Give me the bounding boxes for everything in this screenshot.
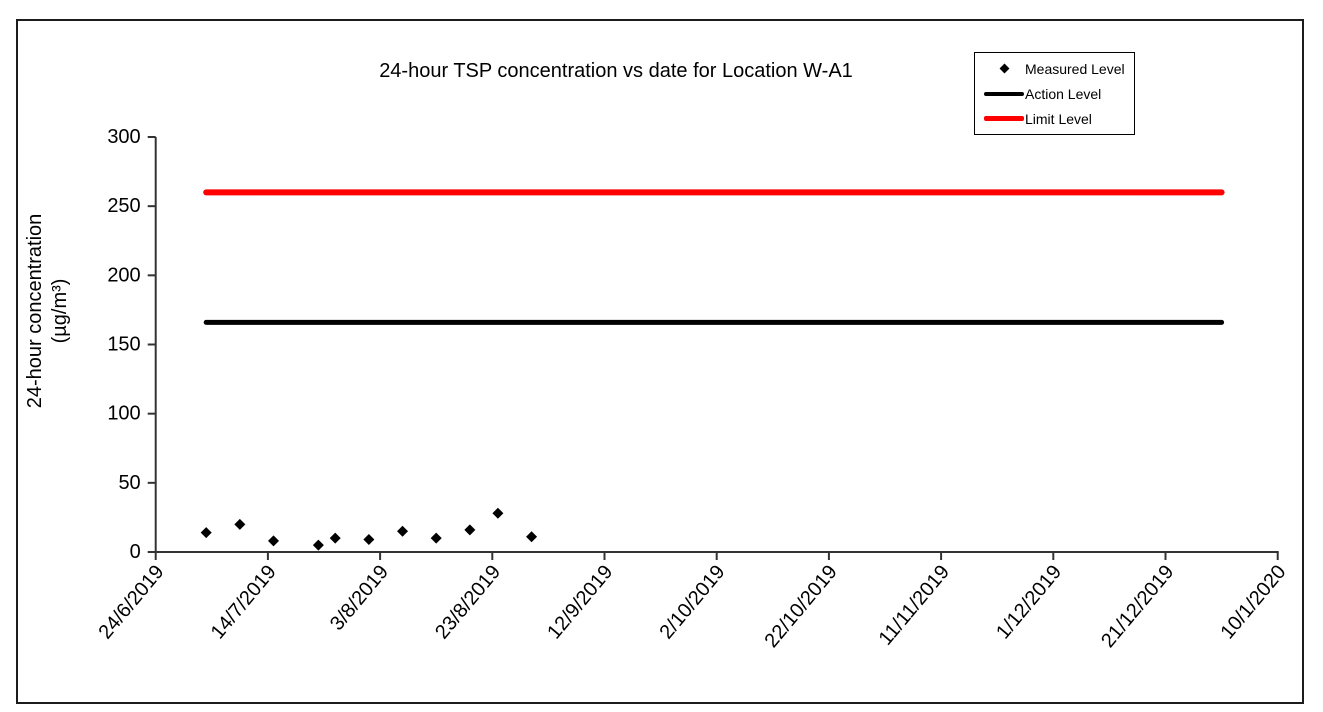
y-axis-title-line2: (µg/m³) <box>49 278 71 344</box>
measured-level-point <box>464 524 476 536</box>
measured-level-point <box>234 518 246 530</box>
x-axis-tick-label: 1/12/2019 <box>992 561 1066 643</box>
x-axis-tick-label: 11/11/2019 <box>875 561 954 650</box>
measured-level-point <box>492 507 504 519</box>
diamond-marker-icon <box>999 63 1009 74</box>
measured-level-point <box>268 535 280 547</box>
legend-label-action-level: Action Level <box>1025 85 1102 102</box>
x-axis-tick-label: 14/7/2019 <box>207 561 281 643</box>
y-axis-title: 24-hour concentration (µg/m³) <box>23 181 73 441</box>
x-axis-tick-label: 2/10/2019 <box>655 561 729 643</box>
x-axis-tick-label: 23/8/2019 <box>431 561 505 643</box>
x-axis-tick-label: 21/12/2019 <box>1097 561 1178 652</box>
measured-level-point <box>312 539 324 551</box>
measured-level-point <box>200 527 212 539</box>
y-axis-tick-label: 200 <box>107 264 140 286</box>
legend-item-limit-level: Limit Level <box>984 106 1134 131</box>
x-axis-tick-label: 22/10/2019 <box>761 561 842 652</box>
measured-level-point <box>430 532 442 544</box>
x-axis-tick-label: 24/6/2019 <box>94 561 168 643</box>
legend-item-action-level: Action Level <box>984 81 1134 106</box>
y-axis-tick-label: 150 <box>107 334 140 356</box>
action-level-line-icon <box>984 91 1024 96</box>
y-axis-tick-label: 250 <box>107 195 140 217</box>
y-axis-tick-label: 50 <box>118 472 140 494</box>
measured-level-point <box>363 534 375 546</box>
measured-level-point <box>329 532 341 544</box>
limit-level-line-icon <box>984 116 1024 121</box>
x-axis-tick-label: 12/9/2019 <box>543 561 617 643</box>
legend-marker-cell <box>984 91 1024 96</box>
y-axis-title-line1: 24-hour concentration <box>24 213 46 409</box>
x-axis-tick-label: 3/8/2019 <box>326 561 393 635</box>
legend-item-measured-level: Measured Level <box>984 56 1134 81</box>
x-axis-tick-label: 10/1/2020 <box>1216 561 1290 643</box>
measured-level-point <box>526 531 538 543</box>
measured-level-point <box>397 525 409 537</box>
legend-label-measured-level: Measured Level <box>1025 60 1125 77</box>
legend-marker-cell <box>984 63 1024 74</box>
legend-marker-cell <box>984 116 1024 121</box>
legend-label-limit-level: Limit Level <box>1025 110 1092 127</box>
y-axis-tick-label: 300 <box>107 126 140 148</box>
y-axis-tick-label: 100 <box>107 403 140 425</box>
y-axis-tick-label: 0 <box>130 541 141 563</box>
legend: Measured Level Action Level Limit Level <box>974 52 1135 135</box>
chart-title: 24-hour TSP concentration vs date for Lo… <box>379 60 853 82</box>
